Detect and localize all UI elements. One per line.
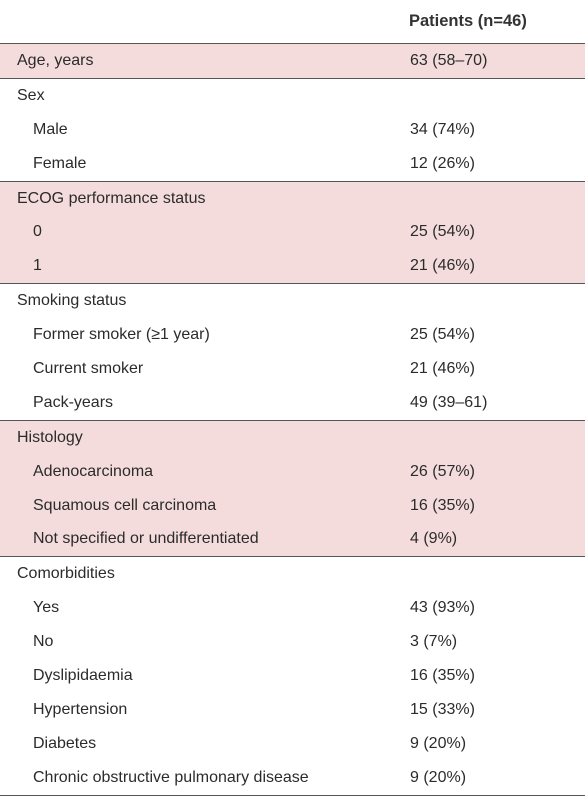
row-label: 0 <box>33 223 42 241</box>
table-row: Dyslipidaemia 16 (35%) <box>0 659 585 693</box>
section-row: Age, years 63 (58–70) <box>0 44 585 78</box>
row-group: Sex Male 34 (74%) Female 12 (26%) <box>0 77 585 181</box>
row-label: Female <box>33 154 87 172</box>
section-row: Smoking status <box>0 284 585 318</box>
row-value: 43 (93%) <box>410 599 475 617</box>
row-label: Squamous cell carcinoma <box>33 496 217 514</box>
row-value: 9 (20%) <box>410 734 467 752</box>
table-row: Not specified or undifferentiated 4 (9%) <box>0 522 585 556</box>
row-value: 16 (35%) <box>410 666 475 684</box>
table-row: Pack-years 49 (39–61) <box>0 386 585 420</box>
row-value: 63 (58–70) <box>410 51 488 69</box>
row-label: Smoking status <box>17 292 127 310</box>
table-row: 0 25 (54%) <box>0 215 585 249</box>
row-value: 3 (7%) <box>410 633 458 651</box>
row-label: Not specified or undifferentiated <box>33 530 259 548</box>
table-header: Patients (n=46) <box>0 0 585 44</box>
table-row: Yes 43 (93%) <box>0 591 585 625</box>
row-label: Chronic obstructive pulmonary disease <box>33 768 309 786</box>
row-label: Diabetes <box>33 734 97 752</box>
row-label: ECOG performance status <box>17 189 206 207</box>
row-label: Dyslipidaemia <box>33 666 133 684</box>
row-value: 49 (39–61) <box>410 393 488 411</box>
row-label: No <box>33 633 54 651</box>
row-group: Smoking status Former smoker (≥1 year) 25 … <box>0 283 585 420</box>
row-value: 12 (26%) <box>410 154 475 172</box>
row-value: 21 (46%) <box>410 359 475 377</box>
table-row: Squamous cell carcinoma 16 (35%) <box>0 489 585 523</box>
row-value: 25 (54%) <box>410 326 475 344</box>
section-row: Sex <box>0 79 585 113</box>
row-label: 1 <box>33 257 42 275</box>
row-value: 9 (20%) <box>410 768 467 786</box>
row-label: Male <box>33 120 68 138</box>
row-label: Comorbidities <box>17 565 115 583</box>
table-row: Diabetes 9 (20%) <box>0 727 585 761</box>
patients-column-header: Patients (n=46) <box>409 12 527 30</box>
row-label: Yes <box>33 599 60 617</box>
table-row: Chronic obstructive pulmonary disease 9 (… <box>0 761 585 795</box>
row-label: Current smoker <box>33 359 144 377</box>
row-group: Comorbidities Yes 43 (93%) No 3 (7%) Dyslipid… <box>0 556 585 795</box>
row-group: Age, years 63 (58–70) <box>0 44 585 78</box>
row-label: Histology <box>17 428 83 446</box>
row-value: 34 (74%) <box>410 120 475 138</box>
row-value: 16 (35%) <box>410 496 475 514</box>
row-group: ECOG performance status 0 25 (54%) 1 21 (46%… <box>0 180 585 284</box>
table-row: Female 12 (26%) <box>0 147 585 181</box>
table-row: Adenocarcinoma 26 (57%) <box>0 455 585 489</box>
row-value: 15 (33%) <box>410 700 475 718</box>
row-label: Former smoker (≥1 year) <box>33 326 210 344</box>
table-row: Former smoker (≥1 year) 25 (54%) <box>0 318 585 352</box>
row-label: Adenocarcinoma <box>33 462 154 480</box>
row-label: Age, years <box>17 51 94 69</box>
row-label: Hypertension <box>33 700 128 718</box>
row-label: Sex <box>17 86 45 104</box>
section-row: Histology <box>0 421 585 455</box>
section-row: Comorbidities <box>0 557 585 591</box>
row-value: 21 (46%) <box>410 257 475 275</box>
section-row: ECOG performance status <box>0 182 585 216</box>
table-body: Age, years 63 (58–70) Sex Male 34 (74%) Femal… <box>0 44 585 795</box>
row-value: 25 (54%) <box>410 223 475 241</box>
table-row: Hypertension 15 (33%) <box>0 693 585 727</box>
row-value: 4 (9%) <box>410 530 458 548</box>
table-row: No 3 (7%) <box>0 625 585 659</box>
table-row: Current smoker 21 (46%) <box>0 352 585 386</box>
row-group: Histology Adenocarcinoma 26 (57%) Squamous … <box>0 419 585 557</box>
row-label: Pack-years <box>33 393 114 411</box>
table-row: 1 21 (46%) <box>0 249 585 283</box>
table-row: Male 34 (74%) <box>0 113 585 147</box>
row-value: 26 (57%) <box>410 462 475 480</box>
